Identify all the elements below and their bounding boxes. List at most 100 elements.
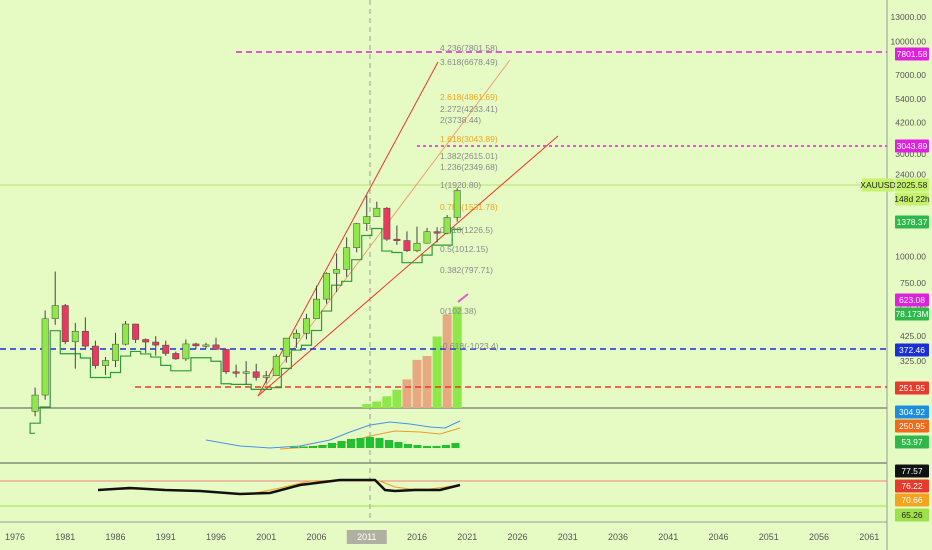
svg-text:2026: 2026 xyxy=(507,532,527,542)
time-axis-label: 2006 xyxy=(306,532,326,542)
svg-text:2061: 2061 xyxy=(859,532,879,542)
candle xyxy=(252,363,260,381)
svg-text:1991: 1991 xyxy=(156,532,176,542)
svg-text:623.08: 623.08 xyxy=(899,295,925,305)
fib-level-label: -0.618(-1023.4) xyxy=(440,341,499,351)
candle xyxy=(91,340,99,369)
macd-hist-bar xyxy=(442,445,450,448)
candle xyxy=(51,271,59,325)
time-axis-label: 2051 xyxy=(759,532,779,542)
time-axis-label: 2031 xyxy=(558,532,578,542)
macd-hist-bar xyxy=(375,438,384,448)
price-axis-label: 425.00 xyxy=(900,331,926,341)
svg-text:251.95: 251.95 xyxy=(899,383,925,393)
time-axis-label: 2011 xyxy=(346,530,387,544)
badge-3043: 3043.89 xyxy=(895,139,929,153)
badge-77: 77.57 xyxy=(895,464,929,478)
svg-text:1981: 1981 xyxy=(55,532,75,542)
time-axis-label: 1996 xyxy=(206,532,226,542)
svg-text:2025.58: 2025.58 xyxy=(897,180,928,190)
time-axis-label: 2041 xyxy=(658,532,678,542)
candle xyxy=(102,356,109,376)
fib-level-label: 0.5(1012.15) xyxy=(440,244,488,254)
badge-65: 65.26 xyxy=(895,508,929,522)
svg-text:1378.37: 1378.37 xyxy=(897,217,928,227)
macd-hist-bar xyxy=(347,439,355,448)
badge-price: 2025.58 xyxy=(895,178,929,192)
svg-text:76.22: 76.22 xyxy=(901,481,923,491)
fib-level-label: 0.786(1531.78) xyxy=(440,202,498,212)
candle xyxy=(433,227,441,243)
macd-hist-bar xyxy=(356,438,365,448)
candle xyxy=(242,361,250,385)
time-axis-label: 1986 xyxy=(105,532,125,542)
macd-hist-bar xyxy=(366,437,374,448)
candle xyxy=(122,320,129,346)
volume-marker xyxy=(457,293,469,303)
volume-bar xyxy=(372,401,382,408)
candle xyxy=(182,339,190,361)
badge-304: 304.92 xyxy=(895,405,929,419)
fib-level-label: 4.236(7801.58) xyxy=(440,43,498,53)
badge-251: 251.95 xyxy=(895,381,929,395)
svg-text:2021: 2021 xyxy=(457,532,477,542)
candle xyxy=(282,337,290,363)
svg-text:77.57: 77.57 xyxy=(901,466,923,476)
volume-bars xyxy=(362,306,462,408)
fib-level-label: 2.618(4861.69) xyxy=(440,92,498,102)
svg-text:3043.89: 3043.89 xyxy=(897,141,928,151)
candle xyxy=(383,207,391,241)
svg-text:XAUUSD: XAUUSD xyxy=(860,180,895,190)
candle xyxy=(142,338,150,353)
candle xyxy=(71,322,79,369)
candle xyxy=(262,370,270,384)
volume-bar xyxy=(432,336,442,408)
volume-bar xyxy=(382,396,392,408)
candle xyxy=(172,351,180,360)
fib-level-label: 1.236(2349.68) xyxy=(440,162,498,172)
rsi-line xyxy=(97,478,461,496)
svg-text:148d 22h: 148d 22h xyxy=(894,194,930,204)
svg-text:2031: 2031 xyxy=(558,532,578,542)
time-axis-label: 2001 xyxy=(256,532,276,542)
price-axis-label: 4200.00 xyxy=(895,117,926,127)
macd-hist-bar xyxy=(309,446,317,448)
macd-hist-bar xyxy=(290,447,298,448)
macd-histogram xyxy=(290,437,460,448)
price-axis-label: 750.00 xyxy=(900,278,926,288)
price-axis-label: 1000.00 xyxy=(895,251,926,261)
macd-hist-bar xyxy=(404,444,412,448)
volume-bar xyxy=(412,359,422,408)
svg-text:2001: 2001 xyxy=(256,532,276,542)
candle xyxy=(333,253,341,293)
candle xyxy=(453,188,461,222)
candle xyxy=(363,195,371,232)
svg-text:1976: 1976 xyxy=(5,532,25,542)
candle xyxy=(313,285,320,319)
candle xyxy=(222,349,230,375)
badge-7801: 7801.58 xyxy=(895,47,929,61)
macd-hist-bar xyxy=(423,446,431,448)
volume-bar xyxy=(422,356,432,408)
price-axis-label: 5400.00 xyxy=(895,94,926,104)
candle xyxy=(112,332,119,368)
badge-250: 250.95 xyxy=(895,419,929,433)
time-axis-label: 2021 xyxy=(457,532,477,542)
candle xyxy=(353,222,361,253)
svg-text:78.173M: 78.173M xyxy=(895,309,928,319)
svg-text:2036: 2036 xyxy=(608,532,628,542)
candle xyxy=(292,329,300,348)
candle xyxy=(343,237,351,277)
volume-bar xyxy=(442,314,452,408)
candlestick-series xyxy=(31,188,461,417)
fib-level-label: 1.382(2615.01) xyxy=(440,151,498,161)
price-axis-label: 7000.00 xyxy=(895,70,926,80)
candle xyxy=(303,313,310,340)
macd-hist-bar xyxy=(394,442,403,448)
time-axis-label: 2016 xyxy=(407,532,427,542)
candle xyxy=(373,201,381,217)
svg-text:1986: 1986 xyxy=(105,532,125,542)
time-axis-label: 2046 xyxy=(708,532,728,542)
